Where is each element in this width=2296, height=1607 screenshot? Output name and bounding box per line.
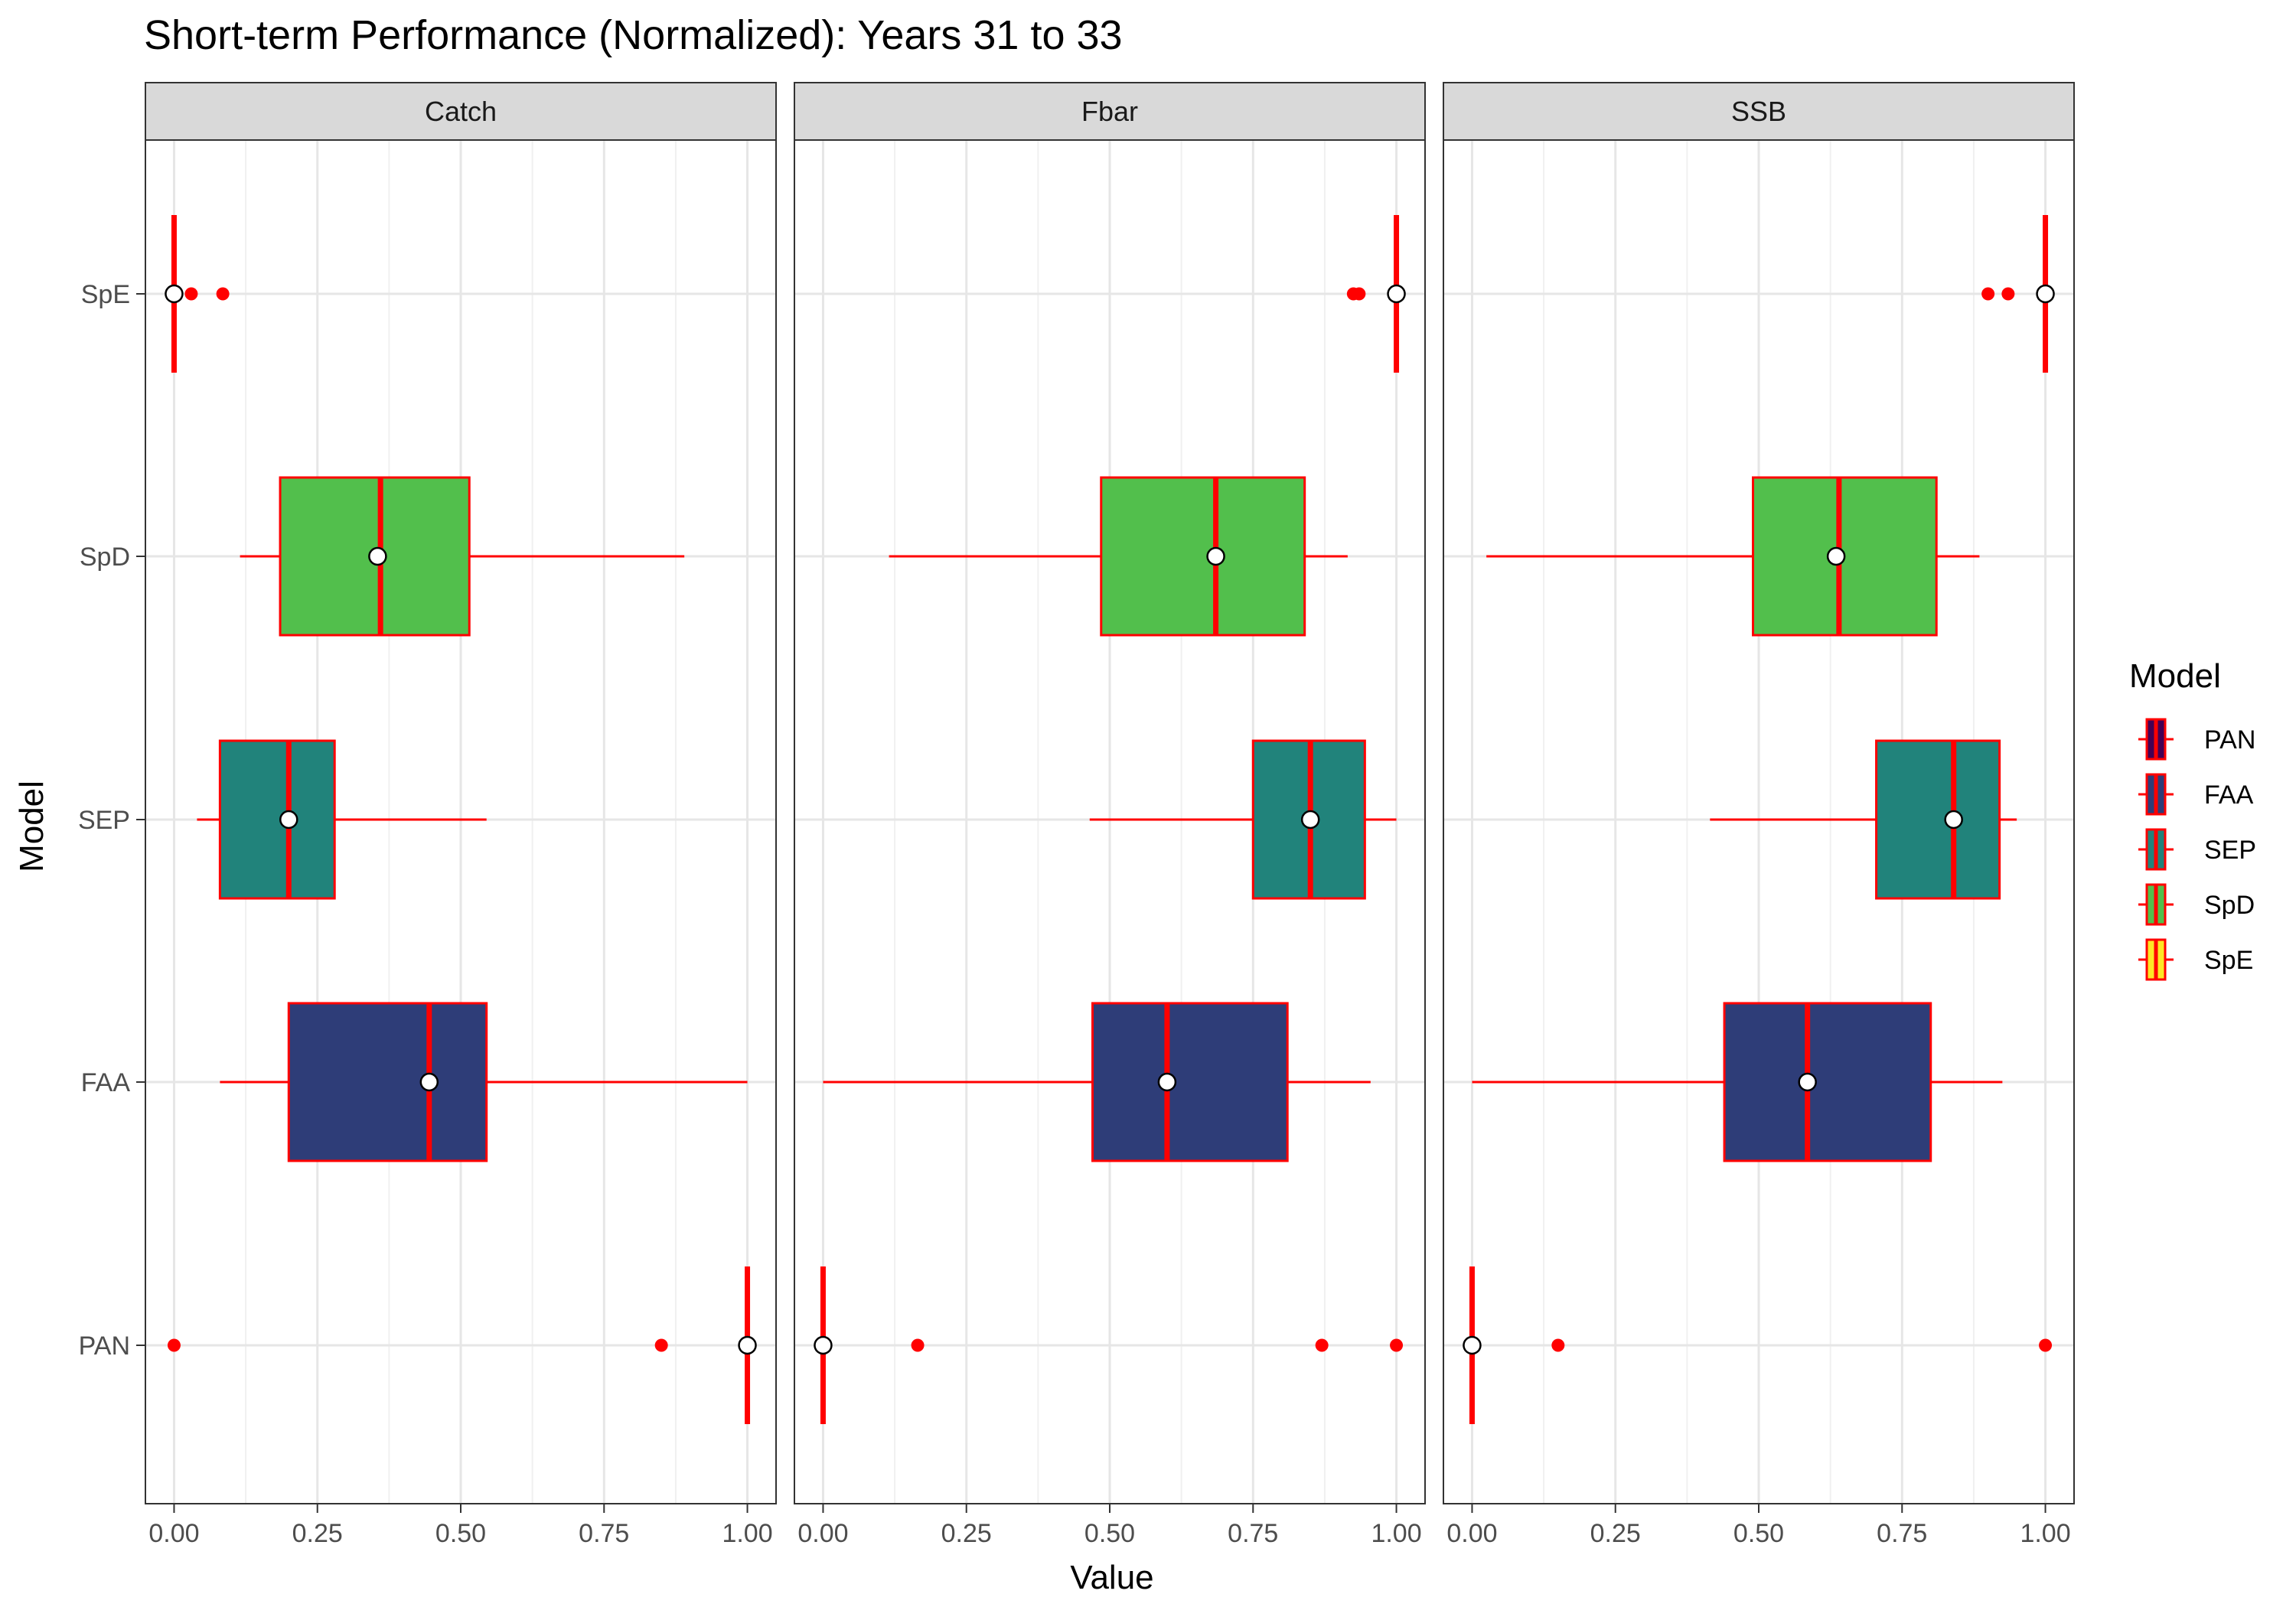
facet-panel-ssb: SSB 0.00 0.25 0.50 0.75 1.00: [1443, 82, 2075, 1548]
outlier-point: [2001, 287, 2015, 301]
outlier-point: [654, 1338, 668, 1352]
mean-point: [368, 546, 387, 566]
facet-strip: [1443, 82, 2075, 141]
legend-item-spe: SpE: [2138, 938, 2253, 981]
facet-strip-label: Catch: [425, 96, 497, 127]
facet-strip-label: Fbar: [1081, 96, 1138, 127]
chart-title: Short-term Performance (Normalized): Yea…: [144, 12, 1123, 58]
mean-point: [1798, 1072, 1817, 1092]
x-tick-label: 0.25: [941, 1519, 992, 1548]
outlier-point: [1352, 287, 1366, 301]
y-tick-label: SpD: [80, 543, 130, 572]
x-tick-label: 0.25: [292, 1519, 343, 1548]
outlier-point: [184, 287, 198, 301]
outlier-point: [2039, 1338, 2053, 1352]
box-pan: [167, 1266, 757, 1424]
outlier-point: [1390, 1338, 1404, 1352]
box-spd: [1486, 476, 1980, 637]
box-pan: [1463, 1266, 2053, 1424]
legend: Model PAN FAA SEP SpD SpE: [2129, 657, 2256, 981]
mean-point: [419, 1072, 439, 1092]
outlier-point: [1315, 1338, 1329, 1352]
y-axis: PAN FAA SEP SpD SpE: [78, 280, 145, 1361]
mean-point: [814, 1335, 833, 1355]
box-spe: [1346, 215, 1406, 373]
mean-point: [279, 810, 298, 830]
legend-item-spd: SpD: [2138, 883, 2255, 926]
legend-label: SpE: [2204, 946, 2253, 975]
outlier-point: [911, 1338, 925, 1352]
x-tick-label: 0.00: [797, 1519, 848, 1548]
mean-point: [1157, 1072, 1177, 1092]
y-tick-label: FAA: [81, 1068, 131, 1097]
legend-item-sep: SEP: [2138, 828, 2256, 871]
y-axis-title: Model: [13, 781, 51, 872]
mean-point: [2036, 284, 2055, 304]
mean-point: [1387, 284, 1406, 304]
outlier-point: [167, 1338, 181, 1352]
x-tick-label: 1.00: [2020, 1519, 2070, 1548]
legend-item-pan: PAN: [2138, 718, 2255, 761]
box-spd: [889, 476, 1348, 637]
box-body: [1091, 1002, 1289, 1162]
mean-point: [1944, 810, 1963, 830]
box-sep: [1710, 739, 2017, 900]
legend-label: FAA: [2204, 781, 2254, 810]
x-tick-label: 0.75: [1877, 1519, 1927, 1548]
x-tick-label: 0.00: [148, 1519, 199, 1548]
box-spe: [165, 215, 230, 373]
box-faa: [823, 1002, 1371, 1162]
x-tick-label: 0.00: [1446, 1519, 1497, 1548]
facet-panel-catch: Catch 0.00 0.25 0.50 0.75 1.00: [145, 82, 777, 1548]
x-tick-label: 1.00: [1371, 1519, 1421, 1548]
box-body: [1875, 739, 2001, 900]
x-tick-label: 0.50: [435, 1519, 486, 1548]
mean-point: [1300, 810, 1320, 830]
legend-item-faa: FAA: [2138, 773, 2254, 816]
mean-point: [738, 1335, 757, 1355]
x-tick-label: 1.00: [722, 1519, 772, 1548]
facet-panels: Catch 0.00 0.25 0.50 0.75 1.00 Fbar 0.00 0.25 0.5…: [145, 82, 2075, 1548]
box-spd: [240, 476, 685, 637]
y-tick-label: SEP: [78, 806, 130, 835]
facet-strip-label: SSB: [1731, 96, 1786, 127]
legend-title: Model: [2129, 657, 2221, 695]
y-tick-label: PAN: [79, 1332, 130, 1361]
box-body: [1723, 1002, 1932, 1162]
mean-point: [1826, 546, 1846, 566]
mean-point: [1206, 546, 1225, 566]
legend-label: PAN: [2204, 725, 2255, 755]
x-tick-label: 0.75: [579, 1519, 629, 1548]
x-tick-label: 0.50: [1733, 1519, 1784, 1548]
box-body: [218, 739, 336, 900]
box-body: [287, 1002, 488, 1162]
mean-point: [165, 284, 184, 304]
x-tick-label: 0.25: [1590, 1519, 1641, 1548]
outlier-point: [1551, 1338, 1565, 1352]
outlier-point: [1981, 287, 1995, 301]
box-body: [1100, 476, 1306, 637]
x-tick-label: 0.50: [1084, 1519, 1135, 1548]
x-tick-label: 0.75: [1228, 1519, 1278, 1548]
box-faa: [1472, 1002, 2003, 1162]
facet-panel-fbar: Fbar 0.00 0.25 0.50 0.75 1.00: [794, 82, 1426, 1548]
legend-label: SpD: [2204, 891, 2255, 920]
box-pan: [814, 1266, 1404, 1424]
x-axis-title: Value: [1070, 1559, 1153, 1596]
facet-strip: [794, 82, 1426, 141]
box-spe: [1981, 215, 2055, 373]
box-sep: [197, 739, 487, 900]
legend-label: SEP: [2204, 836, 2256, 865]
box-sep: [1089, 739, 1397, 900]
box-faa: [220, 1002, 748, 1162]
facet-strip: [145, 82, 777, 141]
mean-point: [1463, 1335, 1482, 1355]
y-tick-label: SpE: [81, 280, 130, 309]
outlier-point: [216, 287, 230, 301]
